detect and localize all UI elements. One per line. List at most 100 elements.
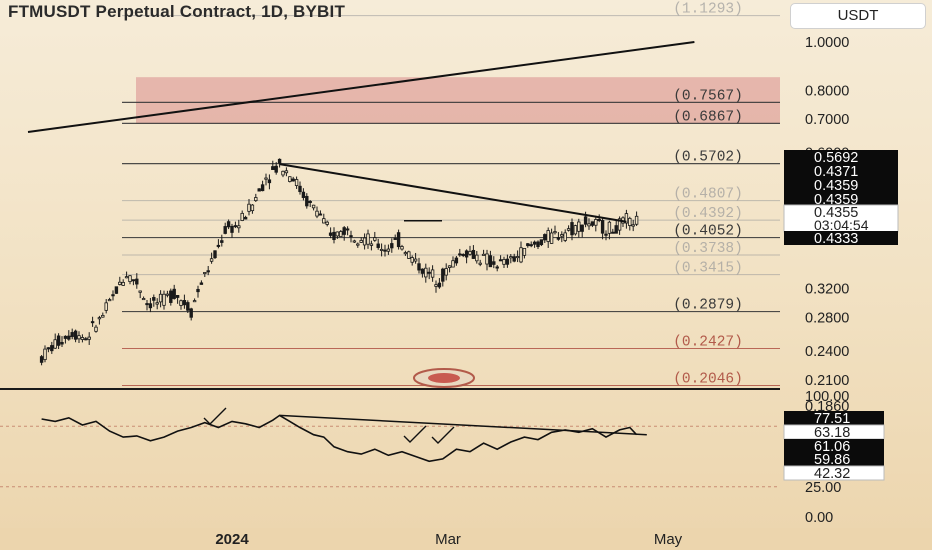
candle-body	[325, 221, 329, 225]
candle-body	[233, 225, 238, 228]
candle-body	[553, 231, 557, 234]
candle	[400, 244, 404, 251]
candle-body	[362, 237, 367, 246]
candle-body	[437, 282, 442, 288]
candle-body	[250, 204, 255, 212]
candle	[532, 240, 537, 248]
candle	[332, 227, 336, 244]
descending-resistance	[279, 163, 627, 223]
candle	[373, 231, 377, 242]
candle	[366, 229, 370, 249]
candle-body	[356, 243, 360, 246]
candle	[141, 296, 146, 301]
candle-body	[505, 258, 510, 265]
indicator-trendline	[279, 414, 647, 436]
candle	[138, 290, 142, 299]
candle-body	[549, 232, 554, 244]
candle	[427, 267, 431, 280]
candle-body	[393, 237, 397, 240]
candle-body	[345, 228, 350, 231]
candle-body	[594, 219, 598, 226]
candle	[63, 335, 68, 344]
candle-body	[512, 256, 516, 262]
chart-title: FTMUSDT Perpetual Contract, 1D, BYBIT	[8, 2, 346, 21]
candle-body	[631, 224, 635, 227]
price-tag: 0.4359	[784, 178, 898, 194]
currency-button[interactable]: USDT	[790, 3, 926, 29]
candle	[543, 233, 547, 244]
long-trendline	[27, 41, 695, 133]
price-tag: 0.4333	[784, 231, 898, 247]
candle-body	[611, 231, 615, 234]
candle	[563, 229, 567, 243]
candle-body	[73, 330, 78, 340]
candle	[556, 232, 561, 241]
candle	[454, 256, 459, 266]
x-tick-label: May	[654, 531, 683, 548]
candle-body	[427, 271, 431, 274]
candle	[417, 257, 421, 274]
y-tick-label: 0.2800	[805, 311, 849, 327]
candle	[349, 230, 353, 243]
check-mark-icon	[431, 426, 455, 444]
candle	[481, 249, 486, 256]
candle	[101, 312, 105, 318]
candle-body	[352, 240, 357, 243]
candle	[498, 255, 503, 262]
candle-body	[376, 243, 380, 248]
candle	[614, 219, 618, 234]
candle-body	[369, 243, 374, 246]
candle-body	[128, 275, 132, 282]
candle	[233, 221, 238, 229]
candle-body	[243, 216, 248, 220]
candle-body	[260, 184, 265, 192]
candle-body	[590, 221, 595, 226]
candle	[179, 299, 183, 310]
candle-body	[179, 300, 183, 306]
candle	[97, 315, 102, 325]
price-tag-bg	[783, 204, 899, 233]
flag-logo-center	[428, 373, 460, 383]
y-tick-label: 0.8000	[805, 83, 849, 99]
candle	[502, 256, 506, 269]
candle-body	[84, 338, 88, 341]
candle	[529, 241, 533, 248]
candle-body	[152, 297, 156, 301]
candle-body	[458, 253, 462, 256]
candle-body	[413, 258, 418, 262]
candle	[407, 250, 411, 259]
price-tags: 0.56920.43710.43590.43590.435503:04:540.…	[0, 150, 899, 390]
candle	[444, 263, 448, 281]
candle-body	[519, 247, 523, 263]
candle-body	[237, 225, 241, 229]
candle-body	[617, 218, 622, 231]
y-tick-label: 0.2400	[805, 344, 849, 360]
indicator-tag: 63.18	[783, 424, 885, 441]
candle	[311, 204, 316, 211]
price-series	[39, 158, 639, 366]
countdown-text: 03:04:54	[814, 217, 869, 233]
candle-body	[182, 300, 187, 306]
candle	[284, 167, 289, 177]
candle-body	[468, 251, 472, 255]
indicator-tag-bg	[784, 452, 884, 466]
indicator-tag-text: 59.86	[814, 452, 850, 468]
candle	[509, 253, 513, 264]
candle	[560, 231, 564, 243]
candle	[573, 224, 578, 236]
candle	[631, 219, 635, 232]
candle	[94, 324, 98, 333]
price-tag-text: 0.4359	[814, 192, 858, 208]
indicator-tag-text: 42.32	[814, 466, 850, 482]
candle	[335, 231, 340, 239]
candle	[594, 215, 598, 232]
candle-body	[67, 335, 71, 340]
candle-body	[63, 335, 68, 339]
candle	[158, 290, 163, 308]
candle-body	[277, 158, 282, 164]
y-tick-label: 0.2100	[805, 373, 849, 389]
fib-label: (0.2427)	[673, 335, 743, 351]
candle	[247, 198, 251, 216]
candle	[172, 284, 176, 300]
